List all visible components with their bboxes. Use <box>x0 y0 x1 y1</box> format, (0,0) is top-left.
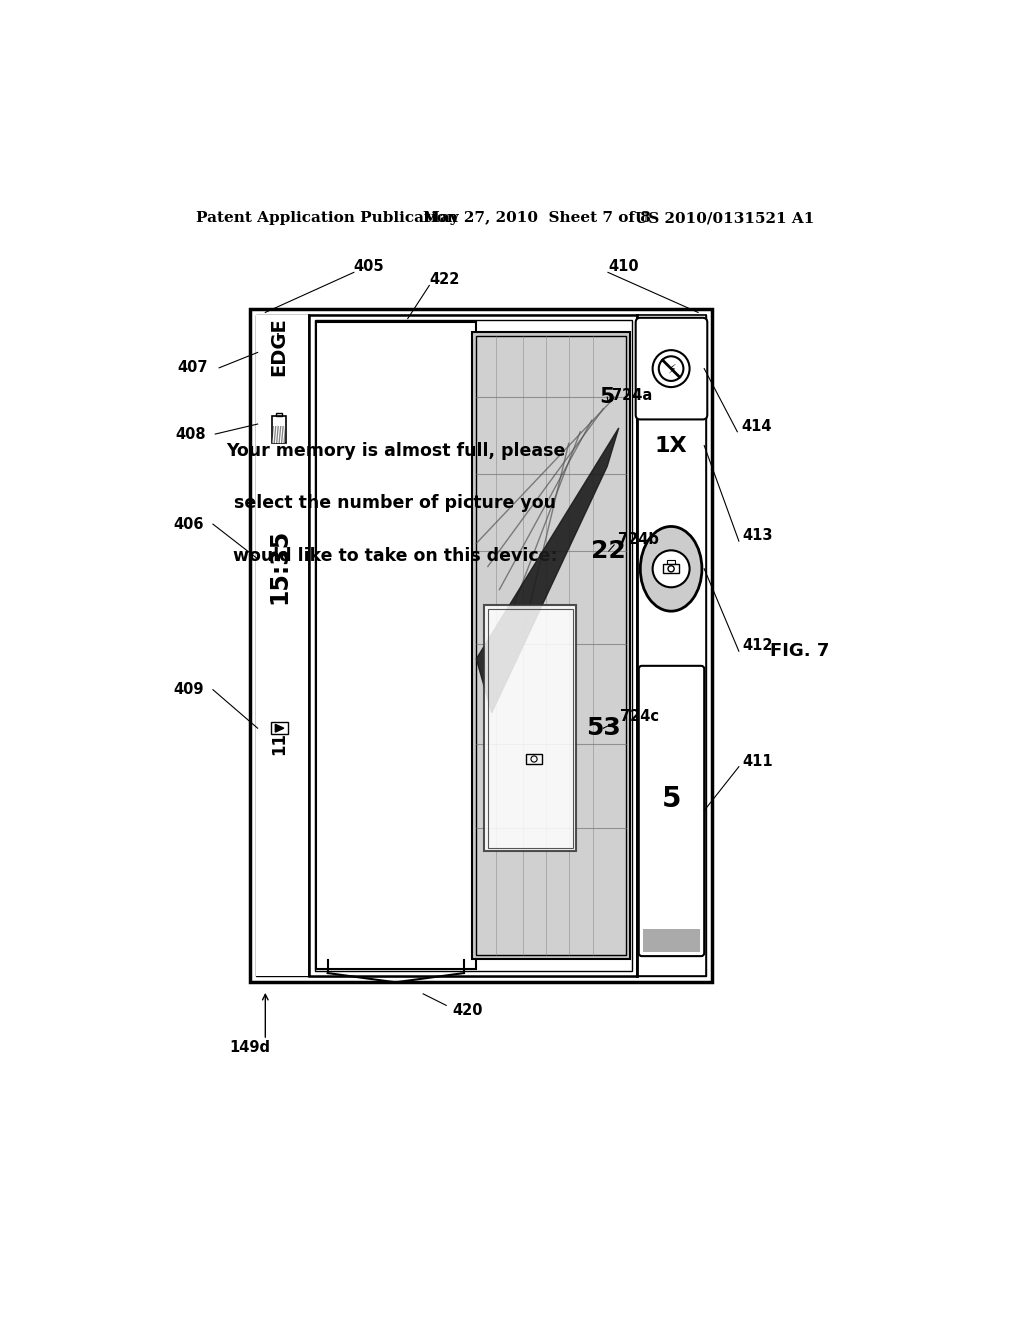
Circle shape <box>652 350 689 387</box>
Text: 5: 5 <box>662 785 681 813</box>
Text: select the number of picture you: select the number of picture you <box>234 495 556 512</box>
Bar <box>276 413 283 416</box>
Bar <box>273 426 286 442</box>
Text: 414: 414 <box>741 418 772 434</box>
Text: 149d: 149d <box>229 1040 270 1055</box>
Bar <box>250 309 712 982</box>
Text: 407: 407 <box>177 360 208 375</box>
Text: 1X: 1X <box>654 436 687 455</box>
Text: May 27, 2010  Sheet 7 of 8: May 27, 2010 Sheet 7 of 8 <box>423 211 651 226</box>
Bar <box>270 722 288 734</box>
Bar <box>487 609 572 847</box>
Text: 724c: 724c <box>620 709 658 725</box>
Polygon shape <box>275 725 284 733</box>
Circle shape <box>652 550 689 587</box>
Text: 422: 422 <box>429 272 460 286</box>
Text: FIG. 7: FIG. 7 <box>770 643 829 660</box>
Text: •: • <box>275 331 280 338</box>
Text: 413: 413 <box>742 528 773 544</box>
Text: Your memory is almost full, please: Your memory is almost full, please <box>225 442 565 459</box>
Polygon shape <box>476 428 618 713</box>
Text: 5: 5 <box>599 387 614 407</box>
Bar <box>668 560 675 564</box>
Text: 724b: 724b <box>617 532 658 546</box>
Text: ⚡: ⚡ <box>669 362 677 375</box>
Bar <box>472 331 631 960</box>
Text: 412: 412 <box>742 639 773 653</box>
FancyBboxPatch shape <box>639 665 705 956</box>
Bar <box>526 754 542 764</box>
Bar <box>643 929 700 952</box>
Bar <box>316 322 475 969</box>
Bar <box>484 605 577 851</box>
Text: 408: 408 <box>175 426 206 442</box>
Text: 409: 409 <box>173 682 204 697</box>
Text: EDGE: EDGE <box>269 318 289 376</box>
Bar <box>309 314 637 977</box>
FancyBboxPatch shape <box>636 318 708 420</box>
Text: Patent Application Publication: Patent Application Publication <box>196 211 458 226</box>
Bar <box>272 416 286 444</box>
Ellipse shape <box>640 527 701 611</box>
Bar <box>664 564 679 573</box>
Text: 420: 420 <box>453 1003 483 1018</box>
Text: would like to take on this device:: would like to take on this device: <box>233 546 558 565</box>
Text: 15:35: 15:35 <box>267 529 291 605</box>
Text: 405: 405 <box>354 259 384 273</box>
Text: 11: 11 <box>270 733 288 755</box>
Text: 410: 410 <box>608 259 639 273</box>
Bar <box>637 314 706 977</box>
Bar <box>314 321 632 970</box>
Bar <box>256 314 706 977</box>
Text: 22: 22 <box>591 539 626 564</box>
Text: US 2010/0131521 A1: US 2010/0131521 A1 <box>635 211 814 226</box>
Bar <box>476 337 626 954</box>
Text: 411: 411 <box>742 754 773 768</box>
Text: 406: 406 <box>173 516 204 532</box>
Text: 53: 53 <box>586 717 621 741</box>
Bar <box>256 314 309 977</box>
Text: 724a: 724a <box>611 388 652 403</box>
